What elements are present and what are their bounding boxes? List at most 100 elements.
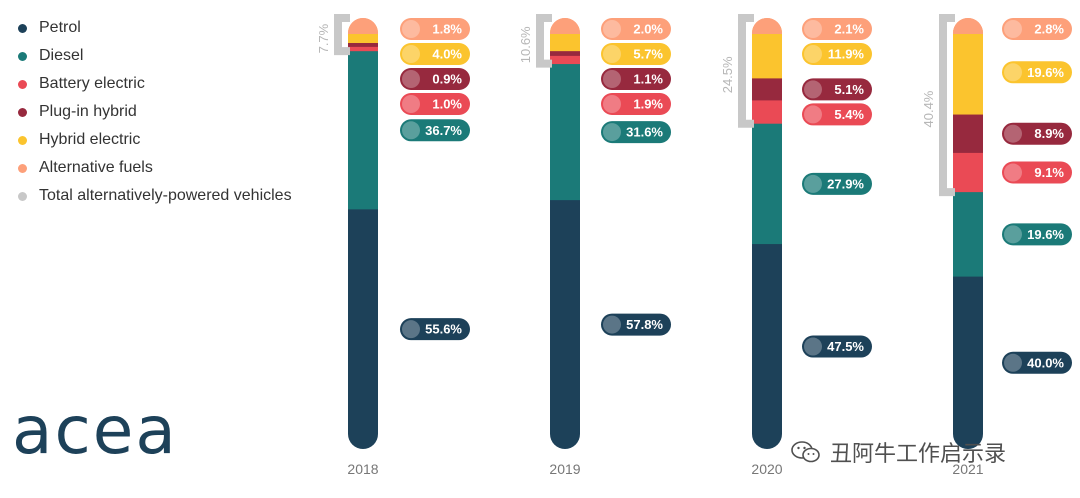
value-pill-dot bbox=[804, 45, 822, 63]
legend-item: Petrol bbox=[14, 14, 292, 42]
value-pill bbox=[400, 93, 470, 115]
legend-marker bbox=[18, 135, 27, 145]
legend-item: Hybrid electric bbox=[14, 126, 292, 154]
legend-label: Total alternatively-powered vehicles bbox=[39, 187, 292, 204]
value-pill-dot bbox=[603, 45, 621, 63]
data-label: 2.1% bbox=[834, 22, 864, 37]
data-label: 47.5% bbox=[827, 339, 864, 354]
legend-marker bbox=[18, 23, 27, 33]
value-pill-dot bbox=[402, 121, 420, 140]
data-label: 2.8% bbox=[1034, 22, 1064, 37]
bar-segment bbox=[752, 27, 782, 80]
legend-marker bbox=[18, 51, 27, 61]
value-pill bbox=[400, 318, 470, 341]
value-pill-dot bbox=[1004, 20, 1022, 38]
legend-label: Plug-in hybrid bbox=[39, 103, 137, 120]
bar-segment bbox=[953, 276, 983, 449]
bar-segment bbox=[550, 51, 580, 57]
value-pill-dot bbox=[1004, 124, 1022, 143]
alt-total-label: 7.7% bbox=[316, 23, 331, 53]
bar-top-cap bbox=[348, 18, 378, 34]
value-pill bbox=[601, 18, 671, 40]
data-label: 19.6% bbox=[1027, 227, 1064, 242]
x-tick-label: 2018 bbox=[347, 461, 378, 477]
value-pill-dot bbox=[804, 80, 822, 99]
alt-bracket bbox=[334, 14, 350, 56]
bar-top-cap bbox=[953, 18, 983, 34]
value-pill-dot bbox=[1004, 225, 1022, 244]
data-label: 1.9% bbox=[633, 97, 663, 112]
legend-label: Petrol bbox=[39, 19, 81, 36]
data-label: 8.9% bbox=[1034, 126, 1064, 141]
bar-segment bbox=[348, 51, 378, 210]
data-label: 1.1% bbox=[633, 72, 663, 87]
legend: Petrol Diesel Battery electric Plug-in hybr… bbox=[14, 14, 292, 210]
data-label: 11.9% bbox=[828, 47, 865, 62]
legend-item: Alternative fuels bbox=[14, 154, 292, 182]
value-pill-dot bbox=[1004, 163, 1022, 182]
legend-item: Diesel bbox=[14, 42, 292, 70]
legend-label: Battery electric bbox=[39, 75, 145, 92]
legend-item: Battery electric bbox=[14, 70, 292, 98]
legend-item: Plug-in hybrid bbox=[14, 98, 292, 126]
x-tick-label: 2019 bbox=[549, 461, 580, 477]
value-pill-dot bbox=[402, 95, 420, 113]
data-label: 1.8% bbox=[432, 22, 462, 37]
value-pill bbox=[400, 18, 470, 40]
bar-segment bbox=[550, 200, 580, 449]
alt-total-label: 10.6% bbox=[518, 26, 533, 63]
value-pill-dot bbox=[603, 123, 621, 142]
value-pill bbox=[601, 68, 671, 90]
value-pill bbox=[802, 18, 872, 40]
value-pill-dot bbox=[804, 174, 822, 193]
data-label: 31.6% bbox=[626, 125, 663, 140]
value-pill-dot bbox=[804, 20, 822, 38]
data-label: 55.6% bbox=[425, 322, 462, 337]
x-tick-label: 2021 bbox=[952, 461, 983, 477]
bar-segment bbox=[348, 46, 378, 52]
value-pill-dot bbox=[603, 20, 621, 38]
legend-marker bbox=[18, 79, 27, 89]
data-label: 5.4% bbox=[834, 107, 864, 122]
value-pill bbox=[400, 43, 470, 65]
bar-segment bbox=[953, 114, 983, 154]
value-pill bbox=[400, 68, 470, 90]
bar-segment bbox=[550, 55, 580, 65]
alt-total-label: 24.5% bbox=[720, 56, 735, 93]
value-pill bbox=[802, 103, 872, 126]
value-pill-dot bbox=[402, 70, 420, 88]
bar-segment bbox=[550, 64, 580, 201]
value-pill bbox=[1002, 61, 1072, 84]
value-pill-dot bbox=[402, 20, 420, 38]
bar-segment bbox=[752, 244, 782, 449]
bar-segment bbox=[752, 78, 782, 102]
alt-bracket bbox=[738, 14, 754, 128]
value-pill bbox=[601, 313, 671, 336]
value-pill-dot bbox=[603, 70, 621, 88]
value-pill bbox=[400, 119, 470, 142]
bar-segment bbox=[752, 100, 782, 125]
value-pill bbox=[1002, 223, 1072, 246]
value-pill bbox=[1002, 351, 1072, 374]
value-pill bbox=[601, 43, 671, 65]
legend-marker bbox=[18, 107, 27, 117]
value-pill bbox=[802, 172, 872, 195]
bar-segment bbox=[953, 30, 983, 116]
data-label: 19.6% bbox=[1027, 65, 1064, 80]
data-label: 57.8% bbox=[626, 317, 663, 332]
bar-top-cap bbox=[752, 18, 782, 34]
data-label: 9.1% bbox=[1034, 165, 1064, 180]
wechat-icon bbox=[791, 441, 820, 463]
bar-segment bbox=[953, 192, 983, 278]
alt-bracket bbox=[939, 14, 955, 197]
alt-bracket bbox=[536, 14, 552, 68]
value-pill bbox=[1002, 122, 1072, 145]
value-pill-dot bbox=[603, 315, 621, 334]
bar-segment bbox=[348, 209, 378, 449]
data-label: 5.7% bbox=[633, 47, 663, 62]
watermark-text: 丑阿牛工作启示录 bbox=[830, 442, 1007, 467]
data-label: 0.9% bbox=[432, 72, 462, 87]
value-pill-dot bbox=[402, 45, 420, 63]
